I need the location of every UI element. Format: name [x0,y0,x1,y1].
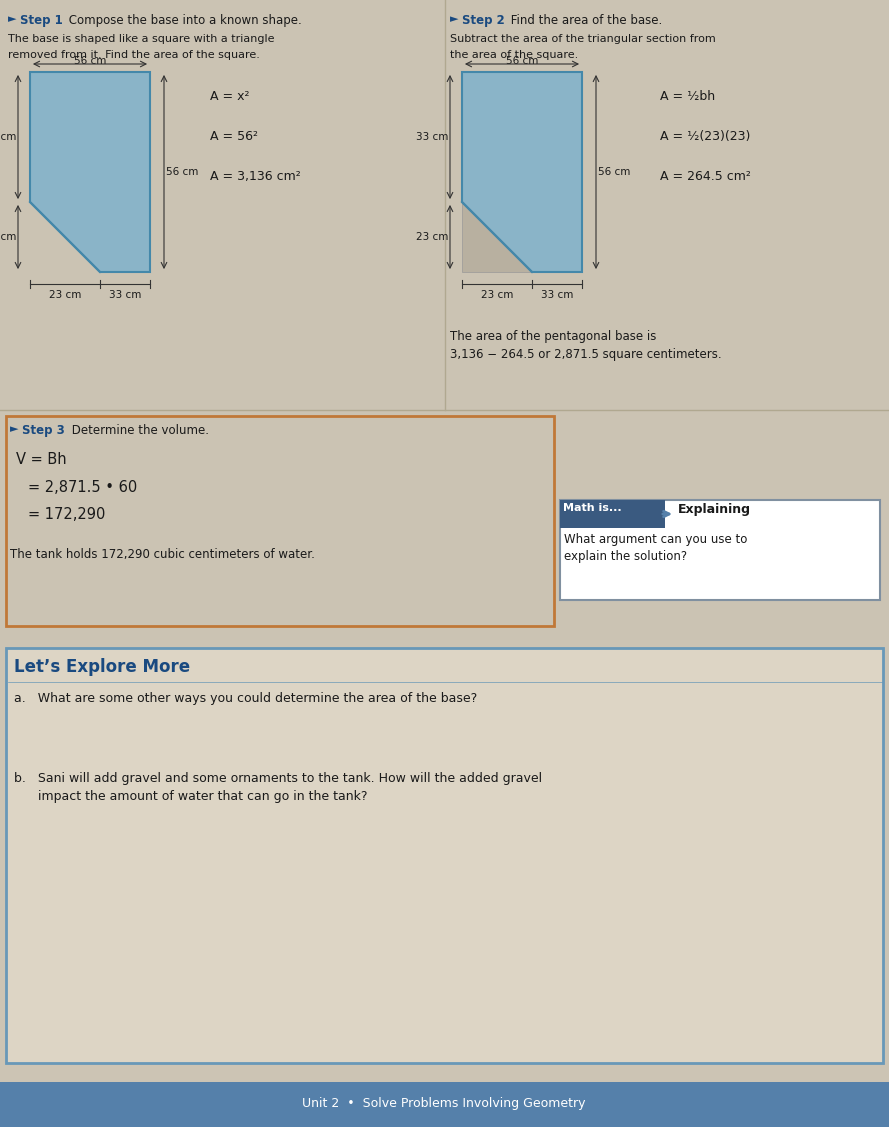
Text: impact the amount of water that can go in the tank?: impact the amount of water that can go i… [14,790,367,804]
Text: Unit 2  •  Solve Problems Involving Geometry: Unit 2 • Solve Problems Involving Geomet… [302,1098,586,1110]
Text: The area of the pentagonal base is: The area of the pentagonal base is [450,330,656,343]
Bar [0,0,889,410]
Text: b.   Sani will add gravel and some ornaments to the tank. How will the added gra: b. Sani will add gravel and some ornamen… [14,772,542,786]
FancyBboxPatch shape [560,500,665,529]
Text: Find the area of the base.: Find the area of the base. [507,14,662,27]
Text: The tank holds 172,290 cubic centimeters of water.: The tank holds 172,290 cubic centimeters… [10,548,315,561]
Bar [0,1082,889,1127]
Text: Step 1: Step 1 [20,14,63,27]
Text: 33 cm: 33 cm [0,132,16,142]
Bar [0,645,889,1075]
Text: ►: ► [10,424,19,434]
Text: ►: ► [8,14,17,24]
Text: 23 cm: 23 cm [416,232,448,242]
Text: V = Bh: V = Bh [16,452,67,467]
Text: Subtract the area of the triangular section from: Subtract the area of the triangular sect… [450,34,716,44]
Text: 56 cm: 56 cm [598,167,630,177]
Text: A = 56²: A = 56² [210,130,258,143]
Text: = 2,871.5 • 60: = 2,871.5 • 60 [28,480,137,495]
Bar [0,410,889,640]
Text: 3,136 − 264.5 or 2,871.5 square centimeters.: 3,136 − 264.5 or 2,871.5 square centimet… [450,348,722,361]
Text: 23 cm: 23 cm [49,290,81,300]
Bar [462,72,582,272]
Text: A = ½(23)(23): A = ½(23)(23) [660,130,750,143]
Text: 56 cm: 56 cm [506,56,538,66]
Text: 23 cm: 23 cm [0,232,16,242]
FancyBboxPatch shape [6,416,554,625]
Text: The base is shaped like a square with a triangle: The base is shaped like a square with a … [8,34,275,44]
Text: 33 cm: 33 cm [108,290,141,300]
Text: A = 3,136 cm²: A = 3,136 cm² [210,170,300,183]
Text: a.   What are some other ways you could determine the area of the base?: a. What are some other ways you could de… [14,692,477,706]
Text: 56 cm: 56 cm [74,56,106,66]
Text: Compose the base into a known shape.: Compose the base into a known shape. [65,14,301,27]
Text: Let’s Explore More: Let’s Explore More [14,658,190,676]
Text: Step 2: Step 2 [462,14,505,27]
Text: 33 cm: 33 cm [541,290,573,300]
Text: Math is...: Math is... [563,503,621,513]
Text: A = 264.5 cm²: A = 264.5 cm² [660,170,751,183]
Text: explain the solution?: explain the solution? [564,550,687,564]
Text: ►: ► [450,14,459,24]
Text: Step 3: Step 3 [22,424,65,437]
Text: A = x²: A = x² [210,90,250,103]
Text: Determine the volume.: Determine the volume. [68,424,209,437]
Polygon shape [30,72,150,272]
FancyBboxPatch shape [560,500,880,600]
Text: removed from it. Find the area of the square.: removed from it. Find the area of the sq… [8,50,260,60]
Text: 33 cm: 33 cm [416,132,448,142]
Text: = 172,290: = 172,290 [28,507,106,522]
Polygon shape [462,72,582,272]
Text: 23 cm: 23 cm [481,290,513,300]
Text: What argument can you use to: What argument can you use to [564,533,748,545]
Text: Explaining: Explaining [678,503,751,516]
Text: 56 cm: 56 cm [166,167,198,177]
Text: the area of the square.: the area of the square. [450,50,578,60]
FancyBboxPatch shape [6,648,883,1063]
Text: A = ½bh: A = ½bh [660,90,715,103]
